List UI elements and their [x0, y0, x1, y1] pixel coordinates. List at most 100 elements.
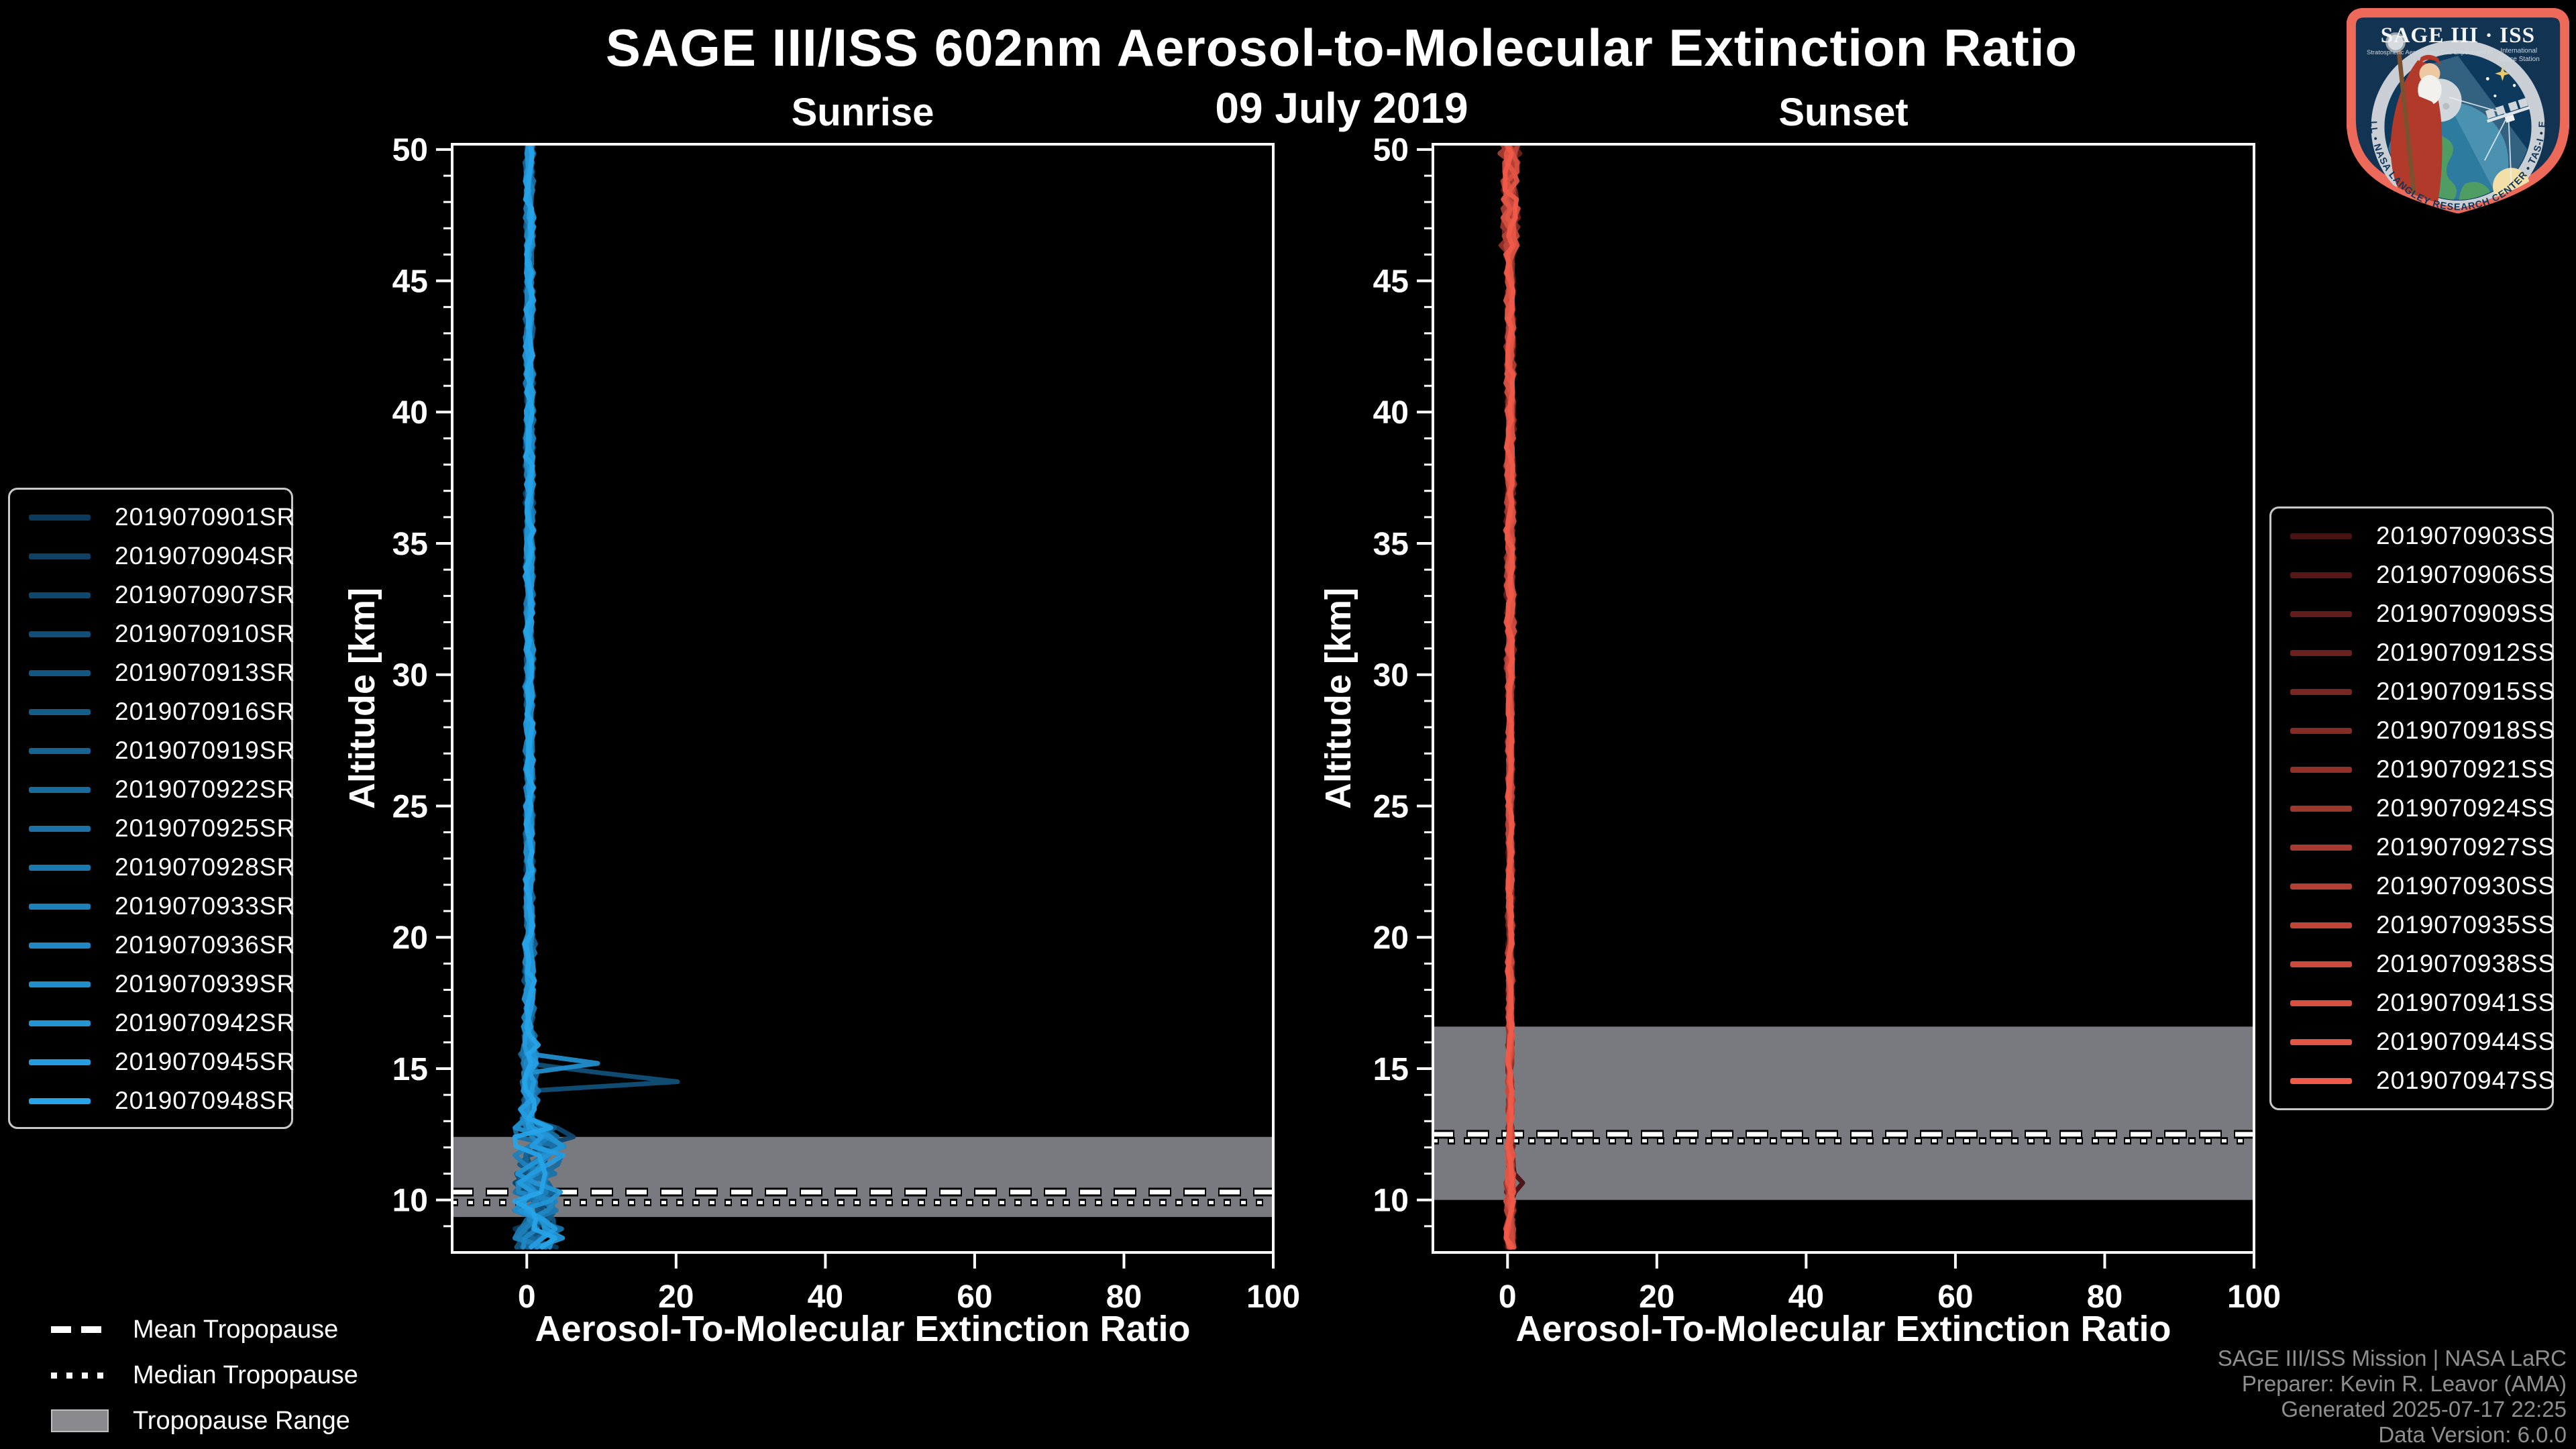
series-label: 2019070933SR: [115, 892, 296, 920]
footer-credits: SAGE III/ISS Mission | NASA LaRC Preparer…: [2218, 1346, 2567, 1448]
series-label: 2019070915SS: [2376, 678, 2556, 705]
dotted-line-swatch: [51, 1372, 109, 1379]
y-tick-label: 30: [392, 658, 428, 694]
profile-line-2019070948SR: [513, 144, 558, 1250]
series-label: 2019070948SR: [115, 1087, 296, 1114]
sage-iss-logo: SAGE III · ISS Stratospheric Aerosol and…: [2347, 8, 2569, 213]
series-line-swatch: [2290, 649, 2352, 656]
legend-item: 2019070915SS: [2271, 672, 2556, 711]
y-tick-label: 50: [392, 133, 428, 168]
legend-item: 2019070901SR: [10, 498, 294, 537]
x-tick-label: 20: [1639, 1279, 1674, 1315]
x-axis-label-sunset: Aerosol-To-Molecular Extinction Ratio: [1515, 1309, 2171, 1349]
legend-item: 2019070938SS: [2271, 945, 2555, 983]
legend-item: 2019070947SS: [2271, 1061, 2555, 1100]
earth-continent: [2459, 182, 2491, 200]
y-tick-label: 35: [392, 527, 428, 562]
x-axis-label-sunrise: Aerosol-To-Molecular Extinction Ratio: [535, 1309, 1191, 1349]
series-label: 2019070925SR: [115, 814, 296, 842]
x-tick-label: 100: [2227, 1279, 2281, 1315]
y-tick-label: 30: [1373, 658, 1409, 694]
x-tick-label: 80: [1106, 1279, 1142, 1315]
x-tick-label: 60: [1937, 1279, 1973, 1315]
legend-item: 2019070933SR: [10, 887, 294, 926]
series-line-swatch: [29, 981, 91, 987]
footer-line: Data Version: 6.0.0: [2378, 1422, 2567, 1447]
series-line-swatch: [2290, 961, 2352, 967]
series-line-swatch: [2290, 883, 2352, 890]
series-label: 2019070942SR: [115, 1009, 296, 1036]
sunset-plot-area: [1433, 144, 2254, 1250]
series-line-swatch: [29, 553, 91, 559]
series-label: 2019070913SR: [115, 659, 296, 686]
y-axis-label-sunset: Altitude [km]: [1318, 588, 1358, 809]
dashed-line-swatch: [51, 1326, 109, 1333]
gray-band-swatch: [51, 1409, 109, 1432]
series-line-swatch: [2290, 688, 2352, 695]
series-line-swatch: [29, 514, 91, 521]
y-tick-label: 40: [1373, 395, 1409, 431]
logo-subtitle-right-2: Space Station: [2498, 56, 2540, 63]
series-line-swatch: [29, 903, 91, 910]
y-tick-label: 15: [1373, 1052, 1409, 1087]
legend-item: 2019070907SR: [10, 576, 294, 614]
legend-sunrise-events: 2019070901SR 2019070904SR 2019070907SR 2…: [8, 488, 296, 1129]
series-line-swatch: [29, 708, 91, 715]
legend-item: 2019070916SR: [10, 692, 294, 731]
y-tick-label: 15: [392, 1052, 428, 1087]
legend-item: 2019070906SS: [2271, 555, 2556, 594]
sunrise-frame: [451, 143, 1275, 1254]
stars: [2485, 66, 2516, 97]
series-label: 2019070906SS: [2376, 561, 2556, 588]
series-label: 2019070927SS: [2376, 833, 2556, 861]
series-line-swatch: [2290, 1000, 2352, 1006]
x-tick-label: 80: [2087, 1279, 2123, 1315]
series-label: 2019070930SS: [2376, 872, 2556, 900]
y-tick-label: 40: [392, 395, 428, 431]
legend-item: 2019070921SS: [2271, 750, 2556, 789]
legend-item: 2019070941SS: [2271, 983, 2556, 1022]
legend-item: 2019070928SR: [10, 848, 294, 887]
profile-line-2019070947SS: [1502, 144, 1519, 1250]
x-tick-label: 60: [957, 1279, 992, 1315]
series-line-swatch: [2290, 844, 2352, 851]
sunrise-plot-area: [452, 144, 1273, 1250]
series-line-swatch: [29, 1020, 91, 1026]
x-tick-label: 0: [1499, 1279, 1517, 1315]
series-label: 2019070921SS: [2376, 755, 2556, 783]
series-line-swatch: [29, 1097, 91, 1104]
series-line-swatch: [29, 631, 91, 637]
legend-item: 2019070924SS: [2271, 789, 2555, 828]
series-label: 2019070919SR: [115, 737, 296, 764]
gold-star: [2495, 66, 2510, 81]
moon-crater: [2443, 103, 2450, 110]
x-tick-label: 0: [518, 1279, 536, 1315]
series-label: 2019070936SR: [115, 931, 296, 959]
series-line-swatch: [29, 1059, 91, 1065]
legend-item-median-tropopause: Median Tropopause: [51, 1352, 358, 1398]
series-line-swatch: [2290, 1077, 2352, 1084]
series-label: 2019070922SR: [115, 775, 296, 803]
series-label: 2019070941SS: [2376, 989, 2556, 1016]
legend-item: 2019070913SR: [10, 653, 294, 692]
legend-item: 2019070942SR: [10, 1004, 294, 1042]
tropopause-range-band: [452, 1136, 1273, 1218]
series-label: 2019070904SR: [115, 542, 296, 570]
y-tick-label: 35: [1373, 527, 1409, 562]
x-tick-label: 20: [658, 1279, 694, 1315]
footer-line: Preparer: Kevin R. Leavor (AMA): [2241, 1371, 2567, 1396]
father-time-figure: [2385, 32, 2443, 209]
series-line-swatch: [29, 592, 91, 598]
series-line-swatch: [29, 747, 91, 754]
series-label: 2019070918SS: [2376, 716, 2556, 744]
x-tick-label: 40: [1788, 1279, 1824, 1315]
legend-item: 2019070909SS: [2271, 594, 2555, 633]
profile-line-2019070910SR: [513, 144, 680, 1250]
series-line-swatch: [2290, 610, 2352, 617]
legend-sunset-events: 2019070903SS 2019070906SS 2019070909SS 2…: [2269, 506, 2556, 1110]
series-line-swatch: [29, 825, 91, 832]
legend-item: 2019070925SR: [10, 809, 294, 848]
tropopause-range-band: [1433, 1026, 2254, 1200]
